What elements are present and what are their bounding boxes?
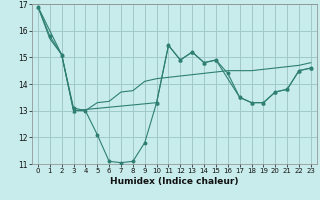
- X-axis label: Humidex (Indice chaleur): Humidex (Indice chaleur): [110, 177, 239, 186]
